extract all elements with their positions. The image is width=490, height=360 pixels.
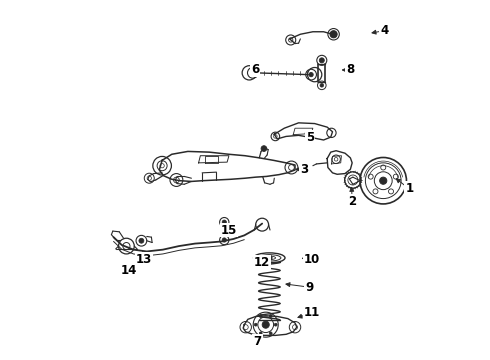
Circle shape [139, 238, 144, 243]
Circle shape [380, 177, 387, 184]
Text: 15: 15 [220, 224, 237, 237]
Text: 6: 6 [251, 63, 259, 76]
Circle shape [330, 31, 337, 38]
Text: 9: 9 [305, 281, 314, 294]
Circle shape [309, 72, 313, 77]
Text: 10: 10 [304, 253, 320, 266]
Text: 11: 11 [304, 306, 320, 319]
Text: 7: 7 [253, 335, 262, 348]
Circle shape [254, 323, 257, 326]
Text: 1: 1 [405, 183, 414, 195]
Circle shape [262, 321, 270, 328]
Circle shape [274, 323, 277, 326]
Circle shape [270, 315, 272, 318]
Circle shape [267, 255, 272, 261]
Text: 13: 13 [136, 253, 152, 266]
Circle shape [259, 332, 262, 335]
Circle shape [261, 146, 267, 152]
Circle shape [251, 71, 255, 75]
Text: 5: 5 [306, 131, 315, 144]
Text: 4: 4 [380, 24, 389, 37]
Text: 3: 3 [300, 163, 308, 176]
Polygon shape [159, 152, 295, 181]
Text: 2: 2 [348, 195, 356, 208]
Text: 12: 12 [254, 256, 270, 269]
Text: 8: 8 [346, 63, 354, 76]
Circle shape [270, 332, 272, 335]
Circle shape [319, 58, 324, 63]
Circle shape [259, 315, 262, 318]
Polygon shape [243, 316, 297, 336]
Circle shape [222, 238, 226, 242]
Text: 14: 14 [121, 264, 137, 276]
Polygon shape [327, 151, 352, 174]
Circle shape [320, 84, 323, 87]
Circle shape [222, 220, 226, 224]
